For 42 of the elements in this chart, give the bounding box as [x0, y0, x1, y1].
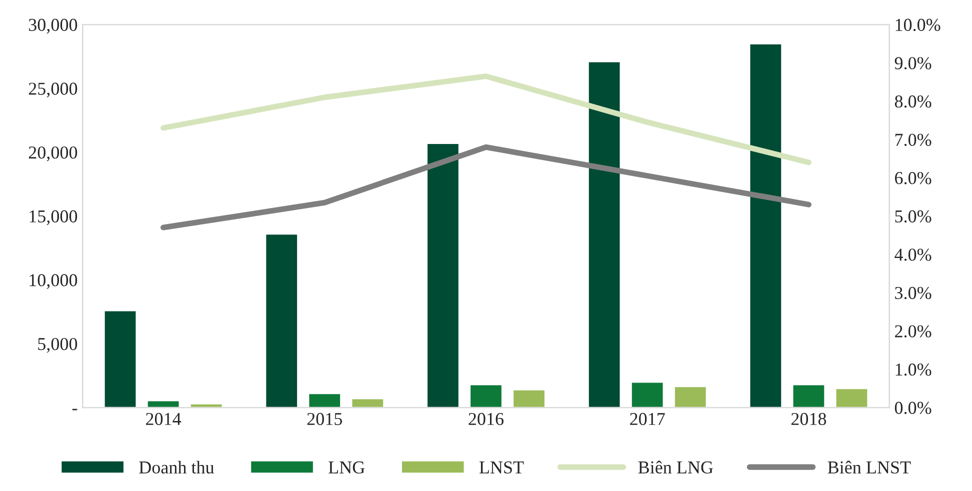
bar: [748, 43, 783, 408]
bar: [469, 384, 503, 408]
y-tick-label: 25,000: [28, 82, 78, 98]
legend-label: LNST: [479, 461, 524, 474]
x-tick-label: 2014: [146, 412, 182, 426]
y2-tick-label: 0.0%: [894, 402, 932, 414]
bar: [587, 60, 622, 408]
y-tick-label: -: [72, 408, 78, 410]
y-tick-label: 30,000: [28, 18, 78, 34]
y2-tick-label: 1.0%: [896, 363, 932, 376]
bar: [792, 384, 826, 408]
legend-label: LNG: [328, 461, 365, 474]
x-tick-label: 2016: [468, 412, 504, 426]
y2-tick-label: 4.0%: [894, 248, 932, 261]
bar: [512, 388, 546, 408]
y2-tick-label: 10.0%: [896, 18, 940, 32]
y2-tick-label: 8.0%: [894, 95, 932, 108]
y-tick-label: 20,000: [28, 146, 78, 162]
bar: [426, 142, 460, 408]
y2-tick-label: 7.0%: [895, 134, 932, 146]
bar: [350, 398, 385, 408]
y2-tick-label: 5.0%: [895, 210, 932, 223]
y2-tick-label: 6.0%: [895, 172, 932, 184]
bar: [264, 233, 298, 408]
x-tick-label: 2015: [307, 412, 342, 426]
bar: [674, 386, 708, 408]
x-tick-label: 2017: [630, 412, 665, 426]
y2-tick-label: 3.0%: [895, 286, 932, 300]
legend-label: Biên LNST: [828, 460, 911, 474]
y2-tick-label: 9.0%: [894, 57, 932, 70]
bar: [834, 388, 869, 408]
bar: [630, 381, 664, 408]
y-tick-label: 5,000: [38, 338, 78, 353]
bar: [103, 310, 138, 408]
x-tick-label: 2018: [791, 412, 826, 426]
legend-label: Biên LNG: [638, 460, 713, 474]
y-tick-label: 10,000: [30, 274, 78, 289]
y2-tick-label: 2.0%: [895, 325, 932, 338]
y-tick-label: 15,000: [30, 210, 78, 226]
bar: [308, 392, 342, 408]
legend-label: Doanh thu: [139, 460, 214, 474]
bar: [146, 400, 180, 408]
